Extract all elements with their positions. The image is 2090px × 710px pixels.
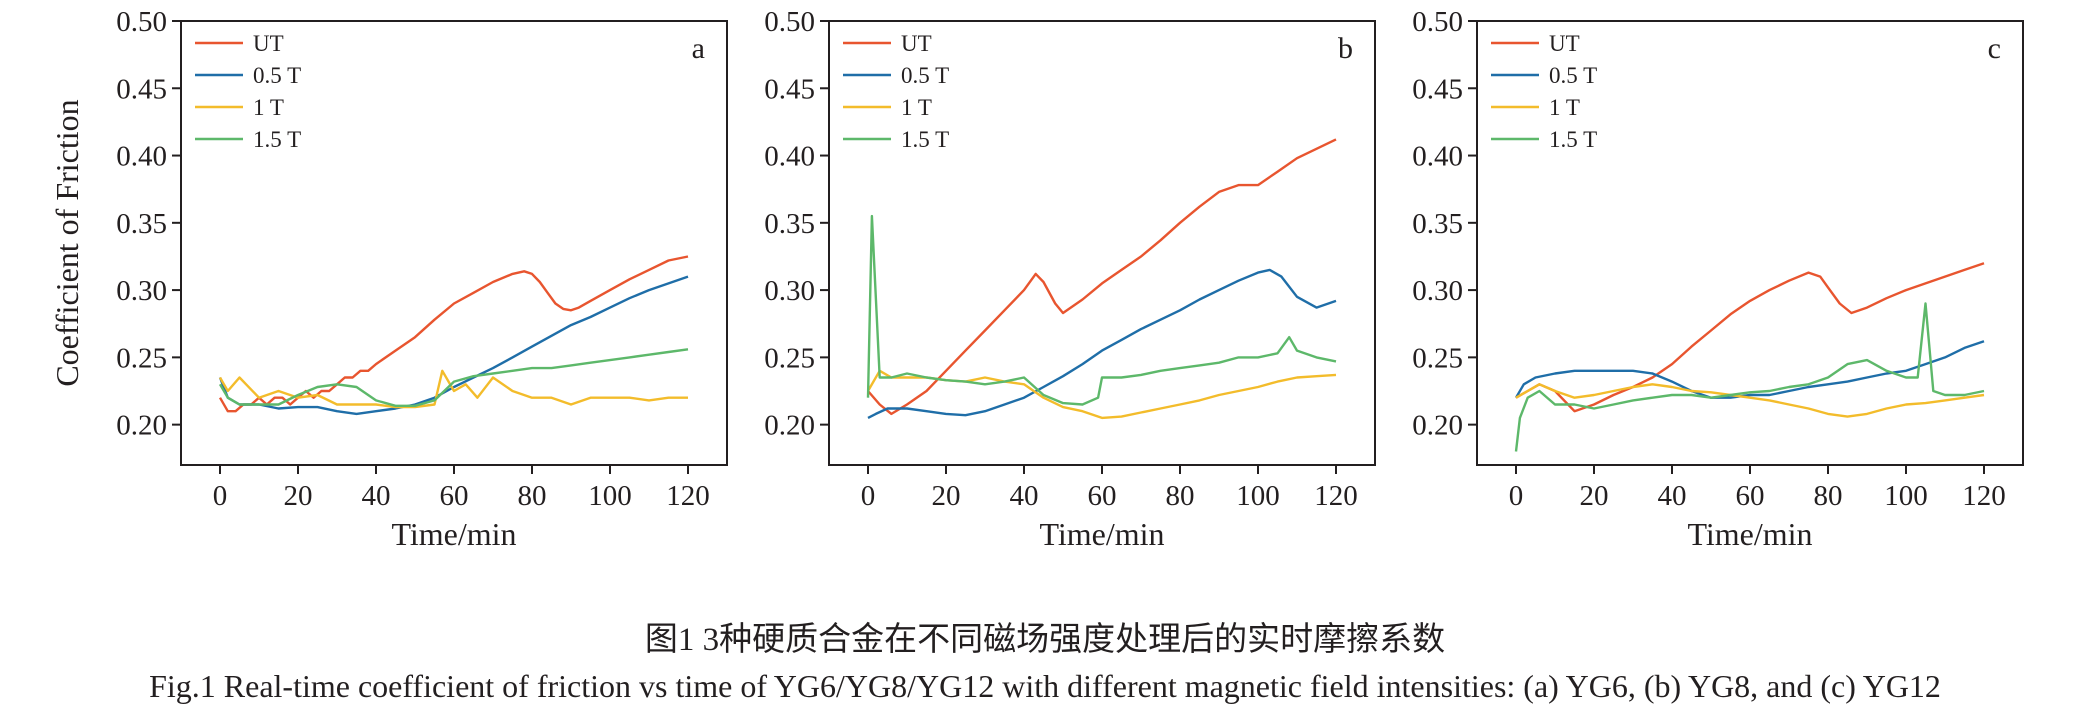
x-tick-label: 100 [1236,480,1280,512]
panel-label: c [1988,32,2001,65]
series-line-15T [1514,302,1985,452]
y-tick-label: 0.35 [764,208,815,240]
y-tick-label: 0.45 [1412,73,1463,105]
y-tick-label: 0.45 [116,73,167,105]
x-tick-label: 80 [518,480,547,512]
y-axis-title: Coefficient of Friction [49,99,85,386]
x-tick-label: 20 [284,480,313,512]
y-tick-label: 0.50 [116,6,167,38]
x-axis-title: Time/min [1687,516,1812,552]
legend-label: UT [253,31,284,56]
x-tick-label: 120 [1314,480,1358,512]
series-line-15T [218,348,689,407]
y-tick-label: 0.50 [764,6,815,38]
x-tick-label: 40 [1010,480,1039,512]
x-tick-label: 40 [1658,480,1687,512]
series-line-05T [867,268,1337,419]
x-tick-label: 20 [932,480,961,512]
series-line-05T [1514,340,1985,399]
y-tick-label: 0.25 [116,342,167,374]
x-tick-label: 80 [1166,480,1195,512]
legend-label: 1 T [253,95,284,120]
series-line-1T [1515,383,1985,418]
x-axis-title: Time/min [1039,516,1164,552]
x-tick-label: 120 [1962,480,2006,512]
figure-caption-english: Fig.1 Real-time coefficient of friction … [149,668,1941,704]
y-tick-label: 0.25 [764,342,815,374]
legend-label: 1 T [901,95,932,120]
y-tick-label: 0.25 [1412,342,1463,374]
x-axis-title: Time/min [391,516,516,552]
x-tick-label: 60 [1088,480,1117,512]
series-line-UT [1515,262,1985,413]
x-tick-label: 40 [362,480,391,512]
y-tick-label: 0.35 [116,208,167,240]
legend-label: 1 T [1549,95,1580,120]
y-tick-label: 0.40 [1412,141,1463,173]
x-tick-label: 120 [666,480,710,512]
x-tick-label: 60 [1736,480,1765,512]
x-tick-label: 100 [1884,480,1928,512]
chart-panel-c: 0 20 40 60 80 100 120 0.20 0.25 0.30 0.35 0.40 0.45 0… [1412,6,2024,552]
legend-label: 0.5 T [1549,63,1597,88]
x-tick-label: 60 [440,480,469,512]
series-line-15T [866,214,1337,406]
y-tick-label: 0.40 [764,141,815,173]
chart-panel-b: 0 20 40 60 80 100 120 0.20 0.25 0.30 0.35 0.40 0.45 0… [764,6,1376,552]
legend-label: 0.5 T [901,63,949,88]
panel-label: b [1338,32,1353,65]
x-tick-label: 20 [1580,480,1609,512]
y-tick-label: 0.30 [764,275,815,307]
series-line-UT [218,255,689,413]
legend-label: UT [1549,31,1580,56]
x-tick-label: 0 [1509,480,1524,512]
y-tick-label: 0.30 [116,275,167,307]
y-tick-label: 0.30 [1412,275,1463,307]
y-tick-label: 0.45 [764,73,815,105]
legend-label: 0.5 T [253,63,301,88]
x-tick-label: 100 [588,480,632,512]
legend-label: 1.5 T [253,127,301,152]
y-tick-label: 0.40 [116,141,167,173]
legend-label: 1.5 T [901,127,949,152]
panel-label: a [692,32,705,65]
x-tick-label: 0 [213,480,228,512]
y-tick-label: 0.20 [764,410,815,442]
y-tick-label: 0.20 [116,410,167,442]
x-tick-label: 0 [861,480,876,512]
figure-caption-chinese: 图1 3种硬质合金在不同磁场强度处理后的实时摩擦系数 [644,622,1446,658]
y-tick-label: 0.35 [1412,208,1463,240]
chart-panel-a: 0 20 40 60 80 100 120 0.20 0.25 0.30 0.35 0.40 0.45 0… [49,6,728,552]
series-line-1T [218,369,688,409]
legend-label: UT [901,31,932,56]
y-tick-label: 0.20 [1412,410,1463,442]
x-tick-label: 80 [1814,480,1843,512]
legend-label: 1.5 T [1549,127,1597,152]
y-tick-label: 0.50 [1412,6,1463,38]
friction-figure: 0 20 40 60 80 100 120 0.20 0.25 0.30 0.35 0.40 0.45 0… [49,6,2024,552]
series-line-05T [218,275,689,416]
series-line-UT [867,138,1337,416]
